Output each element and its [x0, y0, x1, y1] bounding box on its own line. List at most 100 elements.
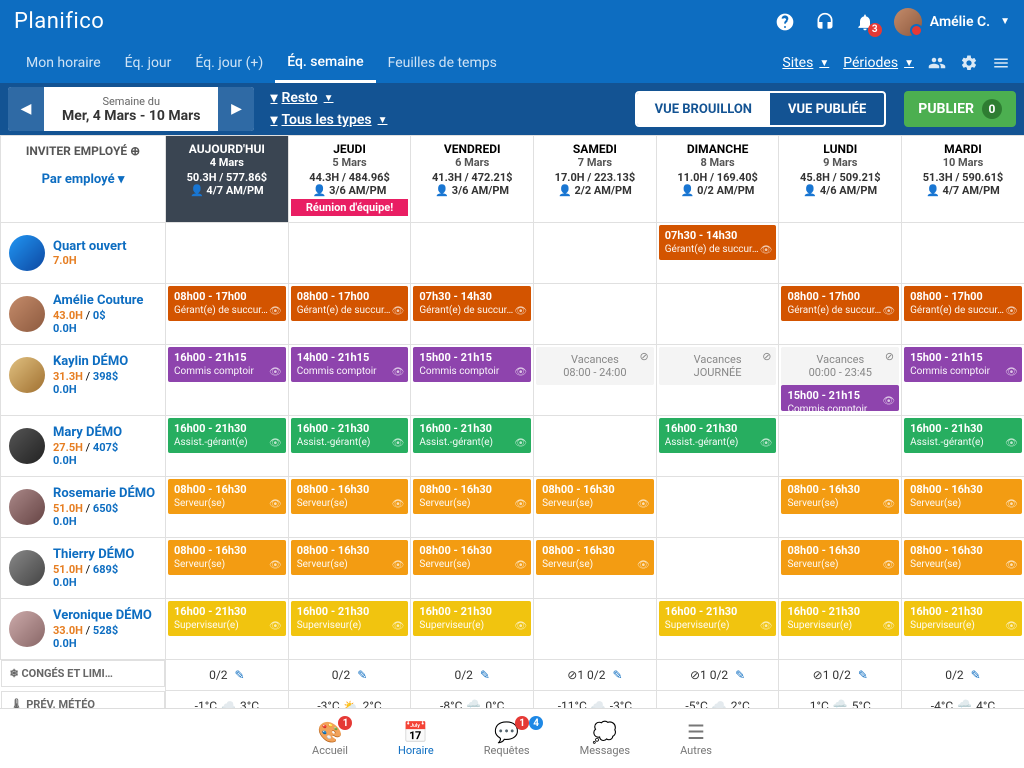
tab--q-jour-[interactable]: Éq. jour (+) — [183, 43, 275, 83]
shift-block[interactable]: 08h00 - 16h30Serveur(se)👁 — [413, 540, 531, 575]
shift-block[interactable]: 16h00 - 21h30Superviseur(e)👁 — [168, 601, 286, 636]
schedule-cell[interactable]: 08h00 - 16h30Serveur(se)👁 — [288, 538, 411, 599]
schedule-cell[interactable]: 16h00 - 21h30Superviseur(e)👁 — [411, 599, 534, 660]
footer-cell[interactable]: ⊘1 0/2 ✎ — [656, 660, 779, 691]
periods-link[interactable]: Périodes▼ — [843, 55, 914, 71]
schedule-cell[interactable]: 16h00 - 21h15Commis comptoir👁 — [166, 345, 289, 416]
schedule-cell[interactable]: 14h00 - 21h15Commis comptoir👁 — [288, 345, 411, 416]
employee-cell[interactable]: Veronique DÉMO 33.0H / 528$ 0.0H — [1, 599, 165, 659]
shift-block[interactable]: 08h00 - 16h30Serveur(se)👁 — [904, 540, 1022, 575]
schedule-cell[interactable] — [656, 538, 779, 599]
schedule-cell[interactable]: 08h00 - 16h30Serveur(se)👁 — [166, 538, 289, 599]
footer-cell[interactable]: 0/2 ✎ — [288, 660, 411, 691]
settings-icon[interactable] — [960, 54, 978, 72]
schedule-cell[interactable]: Vacances⊘08:00 - 24:00 — [534, 345, 657, 416]
vacation-block[interactable]: Vacances⊘JOURNÉE — [659, 347, 777, 385]
schedule-cell[interactable] — [288, 223, 411, 284]
schedule-cell[interactable]: 08h00 - 16h30Serveur(se)👁 — [166, 477, 289, 538]
shift-block[interactable]: 16h00 - 21h30Superviseur(e)👁 — [659, 601, 777, 636]
next-week-button[interactable]: ▶ — [218, 87, 254, 131]
schedule-cell[interactable]: 08h00 - 17h00Gérant(e) de succur…👁 — [779, 284, 902, 345]
shift-block[interactable]: 14h00 - 21h15Commis comptoir👁 — [291, 347, 409, 382]
schedule-cell[interactable] — [534, 416, 657, 477]
day-header[interactable]: LUNDI9 Mars 45.8H / 509.21$👤 4/6 AM/PM — [779, 136, 902, 223]
schedule-cell[interactable]: 16h00 - 21h30Assist.-gérant(e)👁 — [288, 416, 411, 477]
shift-block[interactable]: 08h00 - 16h30Serveur(se)👁 — [781, 479, 899, 514]
schedule-cell[interactable]: 16h00 - 21h30Superviseur(e)👁 — [166, 599, 289, 660]
schedule-cell[interactable]: 16h00 - 21h30Assist.-gérant(e)👁 — [656, 416, 779, 477]
schedule-cell[interactable]: 16h00 - 21h30Assist.-gérant(e)👁 — [902, 416, 1024, 477]
user-menu[interactable]: Amélie C. ▼ — [894, 8, 1010, 36]
footer-cell[interactable]: -11°C☁️-3°C — [534, 691, 657, 709]
notifications-icon[interactable]: 3 — [854, 11, 876, 33]
shift-block[interactable]: 08h00 - 17h00Gérant(e) de succur…👁 — [291, 286, 409, 321]
bottomnav-autres[interactable]: ☰Autres — [680, 720, 712, 757]
employee-cell[interactable]: Kaylin DÉMO 31.3H / 398$ 0.0H — [1, 345, 165, 405]
support-icon[interactable] — [814, 11, 836, 33]
footer-cell[interactable]: -8°C🌧️0°C — [411, 691, 534, 709]
footer-cell[interactable]: -5°C☁️2°C — [656, 691, 779, 709]
menu-icon[interactable] — [992, 54, 1010, 72]
schedule-cell[interactable] — [411, 223, 534, 284]
week-range[interactable]: Semaine du Mer, 4 Mars - 10 Mars — [44, 87, 218, 131]
tab-mon-horaire[interactable]: Mon horaire — [14, 43, 113, 83]
schedule-cell[interactable] — [656, 477, 779, 538]
schedule-cell[interactable] — [779, 223, 902, 284]
shift-block[interactable]: 08h00 - 16h30Serveur(se)👁 — [536, 540, 654, 575]
shift-block[interactable]: 08h00 - 16h30Serveur(se)👁 — [413, 479, 531, 514]
schedule-cell[interactable] — [166, 223, 289, 284]
schedule-cell[interactable]: Vacances⊘00:00 - 23:45 15h00 - 21h15Comm… — [779, 345, 902, 416]
shift-block[interactable]: 08h00 - 16h30Serveur(se)👁 — [904, 479, 1022, 514]
employee-cell[interactable]: Thierry DÉMO 51.0H / 689$ 0.0H — [1, 538, 165, 598]
view-published-button[interactable]: VUE PUBLIÉE — [770, 93, 884, 125]
schedule-cell[interactable]: 15h00 - 21h15Commis comptoir👁 — [411, 345, 534, 416]
schedule-cell[interactable]: 08h00 - 16h30Serveur(se)👁 — [902, 538, 1024, 599]
shift-block[interactable]: 08h00 - 16h30Serveur(se)👁 — [168, 540, 286, 575]
day-header[interactable]: MARDI10 Mars 51.3H / 590.61$👤 4/7 AM/PM — [902, 136, 1024, 223]
shift-block[interactable]: 16h00 - 21h30Assist.-gérant(e)👁 — [659, 418, 777, 453]
tab--q-semaine[interactable]: Éq. semaine — [275, 43, 375, 83]
shift-block[interactable]: 08h00 - 16h30Serveur(se)👁 — [536, 479, 654, 514]
shift-block[interactable]: 07h30 - 14h30Gérant(e) de succur…👁 — [413, 286, 531, 321]
shift-block[interactable]: 08h00 - 17h00Gérant(e) de succur…👁 — [904, 286, 1022, 321]
footer-cell[interactable]: -4°C🌧️4°C — [902, 691, 1024, 709]
types-filter[interactable]: ▾ Tous les types ▼ — [270, 112, 387, 128]
footer-cell[interactable]: 0/2 ✎ — [411, 660, 534, 691]
shift-block[interactable]: 08h00 - 16h30Serveur(se)👁 — [168, 479, 286, 514]
bottomnav-messages[interactable]: 💭Messages — [580, 720, 630, 757]
schedule-cell[interactable]: 08h00 - 16h30Serveur(se)👁 — [411, 538, 534, 599]
schedule-cell[interactable]: 08h00 - 17h00Gérant(e) de succur…👁 — [166, 284, 289, 345]
schedule-cell[interactable]: 08h00 - 16h30Serveur(se)👁 — [411, 477, 534, 538]
schedule-cell[interactable] — [534, 599, 657, 660]
footer-cell[interactable]: -3°C⛅2°C — [288, 691, 411, 709]
shift-block[interactable]: 07h30 - 14h30Gérant(e) de succur…👁 — [659, 225, 777, 260]
shift-block[interactable]: 16h00 - 21h30Superviseur(e)👁 — [904, 601, 1022, 636]
shift-block[interactable]: 16h00 - 21h15Commis comptoir👁 — [168, 347, 286, 382]
schedule-cell[interactable]: 16h00 - 21h30Assist.-gérant(e)👁 — [411, 416, 534, 477]
day-header[interactable]: JEUDI5 Mars 44.3H / 484.96$👤 3/6 AM/PM R… — [288, 136, 411, 223]
tab--q-jour[interactable]: Éq. jour — [113, 43, 184, 83]
schedule-cell[interactable]: 08h00 - 16h30Serveur(se)👁 — [534, 538, 657, 599]
footer-cell[interactable]: 0/2 ✎ — [166, 660, 289, 691]
schedule-cell[interactable]: 16h00 - 21h30Superviseur(e)👁 — [779, 599, 902, 660]
bottomnav-horaire[interactable]: 📅Horaire — [398, 720, 434, 757]
employee-cell[interactable]: Mary DÉMO 27.5H / 407$ 0.0H — [1, 416, 165, 476]
employee-cell[interactable]: Rosemarie DÉMO 51.0H / 650$ 0.0H — [1, 477, 165, 537]
group-by-employee[interactable]: Par employé ▾ — [42, 172, 125, 187]
shift-block[interactable]: 08h00 - 16h30Serveur(se)👁 — [291, 540, 409, 575]
day-header[interactable]: DIMANCHE8 Mars 11.0H / 169.40$👤 0/2 AM/P… — [656, 136, 779, 223]
footer-cell[interactable]: -1°C☁️3°C — [166, 691, 289, 709]
footer-cell[interactable]: ⊘1 0/2 ✎ — [779, 660, 902, 691]
schedule-cell[interactable]: 16h00 - 21h30Superviseur(e)👁 — [902, 599, 1024, 660]
schedule-cell[interactable]: 16h00 - 21h30Superviseur(e)👁 — [288, 599, 411, 660]
schedule-cell[interactable] — [779, 416, 902, 477]
schedule-cell[interactable]: 07h30 - 14h30Gérant(e) de succur…👁 — [656, 223, 779, 284]
invite-employee-button[interactable]: INVITER EMPLOYÉ ⊕ — [9, 144, 157, 158]
shift-block[interactable]: 08h00 - 16h30Serveur(se)👁 — [291, 479, 409, 514]
bottomnav-requêtes[interactable]: 💬14Requêtes — [484, 720, 530, 757]
view-draft-button[interactable]: VUE BROUILLON — [637, 93, 770, 125]
schedule-cell[interactable]: 08h00 - 16h30Serveur(se)👁 — [288, 477, 411, 538]
shift-block[interactable]: 08h00 - 17h00Gérant(e) de succur…👁 — [781, 286, 899, 321]
publish-button[interactable]: PUBLIER 0 — [904, 91, 1016, 127]
shift-block[interactable]: 16h00 - 21h30Superviseur(e)👁 — [781, 601, 899, 636]
